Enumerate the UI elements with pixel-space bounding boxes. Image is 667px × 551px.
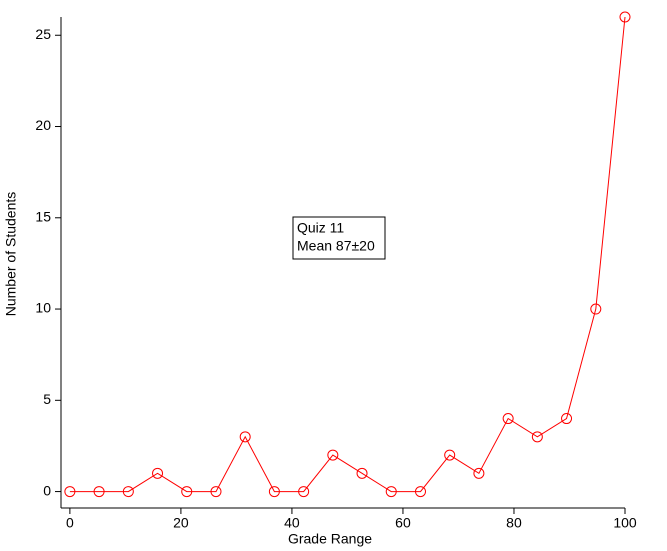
annotation-text: Mean 87±20	[297, 238, 375, 254]
data-point	[268, 486, 280, 498]
x-tick-label: 60	[395, 515, 411, 531]
data-point	[327, 449, 339, 461]
data-point	[356, 467, 368, 479]
data-point	[473, 467, 485, 479]
data-point	[239, 431, 251, 443]
data-point	[210, 486, 222, 498]
y-tick-label: 10	[35, 300, 51, 316]
y-tick-label: 20	[35, 117, 51, 133]
annotation-box	[292, 216, 386, 260]
y-tick-label: 0	[43, 482, 51, 498]
y-axis-label: Number of Students	[3, 192, 19, 317]
data-point	[181, 486, 193, 498]
data-point	[414, 486, 426, 498]
data-point	[152, 467, 164, 479]
data-point	[590, 303, 602, 315]
x-tick-label: 20	[173, 515, 189, 531]
data-line	[69, 16, 626, 493]
data-point	[298, 486, 310, 498]
data-point	[444, 449, 456, 461]
data-point	[502, 413, 514, 425]
x-tick-label: 80	[506, 515, 522, 531]
data-point	[561, 413, 573, 425]
y-tick-label: 15	[35, 208, 51, 224]
data-point	[64, 486, 76, 498]
x-tick-label: 40	[284, 515, 300, 531]
y-tick-label: 5	[43, 391, 51, 407]
x-axis-label: Grade Range	[288, 531, 372, 547]
annotation-text: Quiz 11	[297, 220, 344, 236]
x-tick-label: 100	[613, 515, 637, 531]
data-point	[122, 486, 134, 498]
data-point	[385, 486, 397, 498]
data-point	[619, 11, 631, 23]
data-point	[531, 431, 543, 443]
y-tick-label: 25	[35, 26, 51, 42]
x-tick-label: 0	[66, 515, 74, 531]
data-point	[93, 486, 105, 498]
